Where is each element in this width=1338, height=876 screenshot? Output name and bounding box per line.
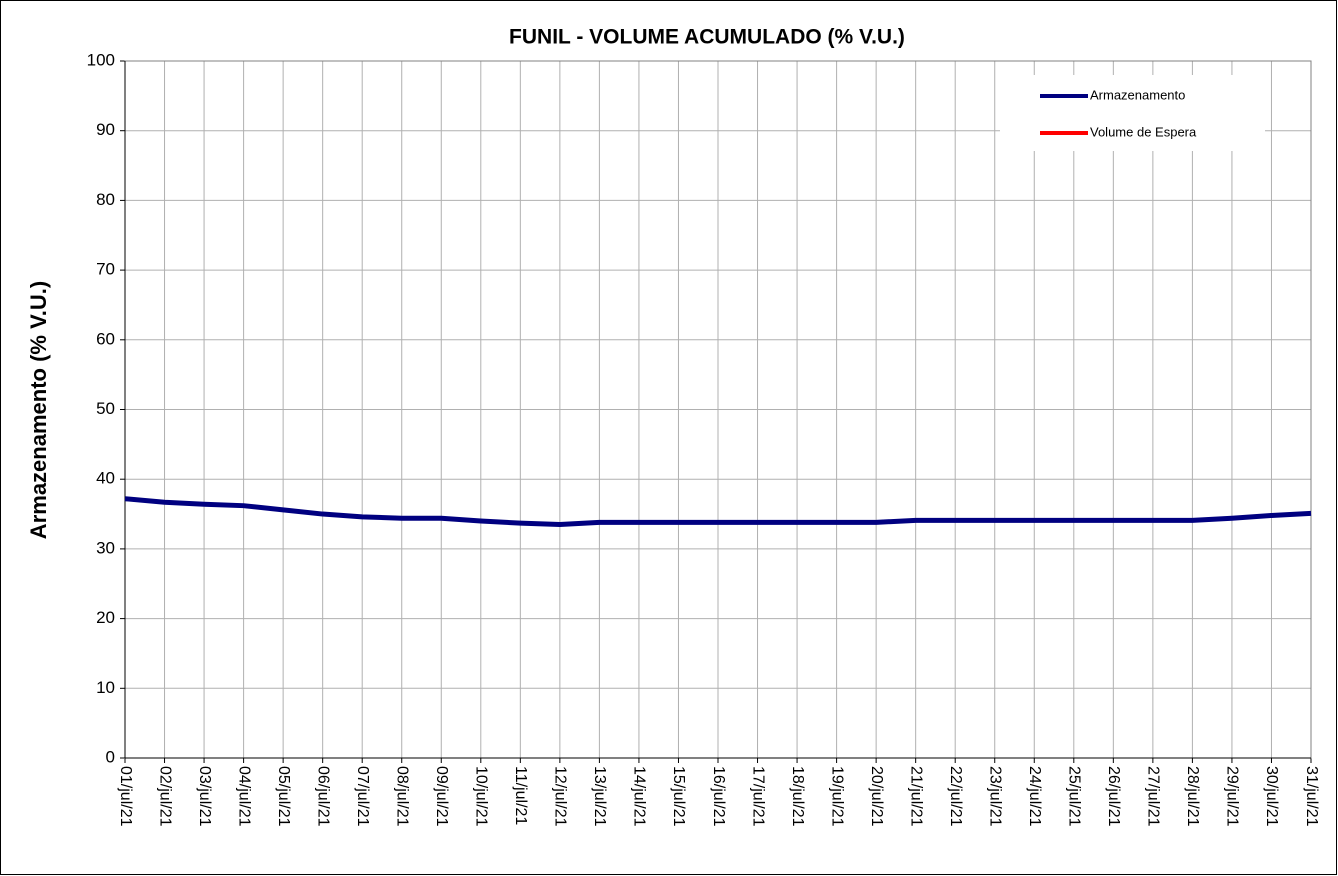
y-tick-label: 90 bbox=[96, 120, 115, 139]
legend-label: Armazenamento bbox=[1090, 87, 1185, 102]
x-tick-label: 08/jul/21 bbox=[393, 766, 410, 827]
x-tick-label: 28/jul/21 bbox=[1184, 766, 1201, 827]
x-tick-label: 30/jul/21 bbox=[1263, 766, 1280, 827]
x-tick-label: 29/jul/21 bbox=[1224, 766, 1241, 827]
y-tick-label: 80 bbox=[96, 190, 115, 209]
y-tick-label: 100 bbox=[87, 50, 115, 69]
y-tick-label: 30 bbox=[96, 538, 115, 557]
x-tick-label: 05/jul/21 bbox=[275, 766, 292, 827]
y-tick-label: 70 bbox=[96, 260, 115, 279]
x-tick-label: 10/jul/21 bbox=[473, 766, 490, 827]
x-tick-label: 02/jul/21 bbox=[156, 766, 173, 827]
x-tick-label: 20/jul/21 bbox=[868, 766, 885, 827]
x-tick-label: 22/jul/21 bbox=[947, 766, 964, 827]
x-tick-label: 04/jul/21 bbox=[235, 766, 252, 827]
series-line bbox=[124, 496, 1312, 528]
y-tick-label: 60 bbox=[96, 329, 115, 348]
y-tick-label: 40 bbox=[96, 469, 115, 488]
x-tick-label: 27/jul/21 bbox=[1145, 766, 1162, 827]
x-tick-label: 15/jul/21 bbox=[670, 766, 687, 827]
x-tick-label: 12/jul/21 bbox=[552, 766, 569, 827]
legend-box bbox=[1000, 75, 1265, 151]
y-tick-label: 50 bbox=[96, 399, 115, 418]
x-tick-label: 25/jul/21 bbox=[1066, 766, 1083, 827]
x-tick-label: 16/jul/21 bbox=[710, 766, 727, 827]
x-tick-label: 19/jul/21 bbox=[828, 766, 845, 827]
x-tick-label: 13/jul/21 bbox=[591, 766, 608, 827]
x-tick-label: 23/jul/21 bbox=[986, 766, 1003, 827]
x-tick-label: 21/jul/21 bbox=[907, 766, 924, 827]
x-tick-label: 11/jul/21 bbox=[512, 766, 529, 825]
legend-label: Volume de Espera bbox=[1090, 124, 1197, 139]
legend: Armazenamento Volume de Espera bbox=[1000, 75, 1265, 151]
x-tick-label: 07/jul/21 bbox=[354, 766, 371, 827]
x-tick-label: 31/jul/21 bbox=[1303, 766, 1320, 827]
x-tick-label: 09/jul/21 bbox=[433, 766, 450, 827]
x-tick-label: 14/jul/21 bbox=[631, 766, 648, 827]
x-tick-label: 24/jul/21 bbox=[1026, 766, 1043, 827]
x-tick-label: 03/jul/21 bbox=[196, 766, 213, 827]
y-axis-label: Armazenamento (% V.U.) bbox=[26, 281, 51, 539]
y-tick-label: 0 bbox=[106, 747, 115, 766]
chart-title: FUNIL - VOLUME ACUMULADO (% V.U.) bbox=[509, 26, 905, 49]
x-tick-label: 01/jul/21 bbox=[117, 766, 134, 827]
y-tick-label: 20 bbox=[96, 608, 115, 627]
x-tick-label: 26/jul/21 bbox=[1105, 766, 1122, 827]
x-tick-label: 17/jul/21 bbox=[749, 766, 766, 827]
x-tick-label: 06/jul/21 bbox=[314, 766, 331, 827]
x-tick-label: 18/jul/21 bbox=[789, 766, 806, 827]
y-tick-label: 10 bbox=[96, 678, 115, 697]
